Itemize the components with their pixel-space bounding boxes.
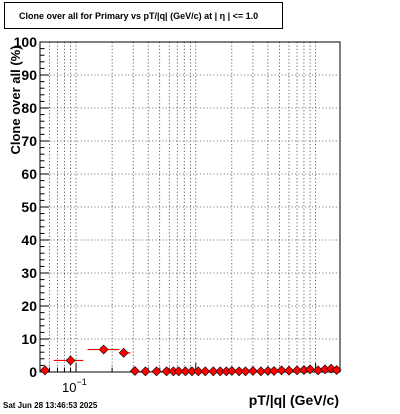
data-point: [129, 366, 140, 376]
data-point: [118, 347, 129, 358]
datestamp: Sat Jun 28 13:46:53 2025: [3, 401, 98, 410]
data-point: [292, 365, 302, 376]
data-point: [98, 344, 109, 355]
data-point: [161, 366, 172, 377]
chart-title: Clone over all for Primary vs pT/|q| (Ge…: [4, 2, 283, 29]
y-tick-label: 50: [21, 199, 37, 215]
data-point: [284, 365, 294, 376]
y-tick-label: 30: [21, 265, 37, 281]
data-point: [180, 366, 191, 377]
y-tick-label: 70: [21, 133, 37, 149]
data-markers: [40, 344, 342, 377]
y-tick-label: 100: [14, 34, 38, 50]
data-point: [331, 365, 342, 375]
data-point: [200, 366, 211, 377]
data-point: [240, 366, 251, 377]
axes: 0 10 20 30 40 50 60 70 80 90 100 10−1: [14, 34, 341, 395]
data-point: [226, 366, 237, 376]
y-tick-label: 40: [21, 232, 37, 248]
x-tick-label: 10−1: [62, 377, 87, 395]
data-point: [173, 366, 184, 377]
data-point: [140, 366, 151, 377]
data-point: [208, 366, 219, 377]
data-point: [256, 366, 266, 377]
data-point: [248, 366, 258, 376]
y-axis-label: Clone over all (%): [8, 45, 23, 154]
data-point: [276, 365, 287, 376]
y-tick-label: 80: [21, 100, 37, 116]
y-tick-label: 90: [21, 67, 37, 83]
data-point: [65, 355, 76, 366]
data-point: [151, 366, 162, 377]
grid-lines: [39, 42, 340, 372]
data-point: [40, 365, 50, 376]
data-point: [269, 366, 279, 376]
y-tick-label: 0: [29, 364, 37, 380]
y-tick-label: 10: [21, 331, 37, 347]
y-tick-label: 20: [21, 298, 37, 314]
y-tick-label: 60: [21, 166, 37, 182]
data-point: [305, 364, 316, 375]
data-point: [193, 366, 204, 377]
x-axis-label: pT/|q| (GeV/c): [249, 392, 339, 408]
